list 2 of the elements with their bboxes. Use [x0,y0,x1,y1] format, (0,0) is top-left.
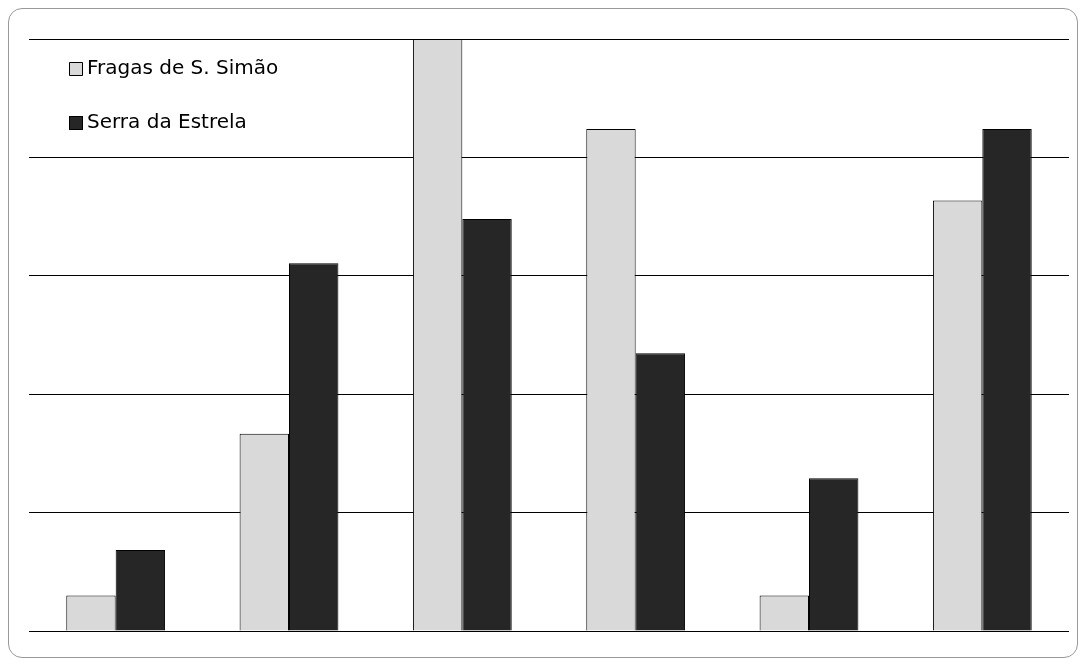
legend-label: Serra da Estrela [87,109,247,134]
legend-label: Fragas de S. Simão [87,55,279,80]
